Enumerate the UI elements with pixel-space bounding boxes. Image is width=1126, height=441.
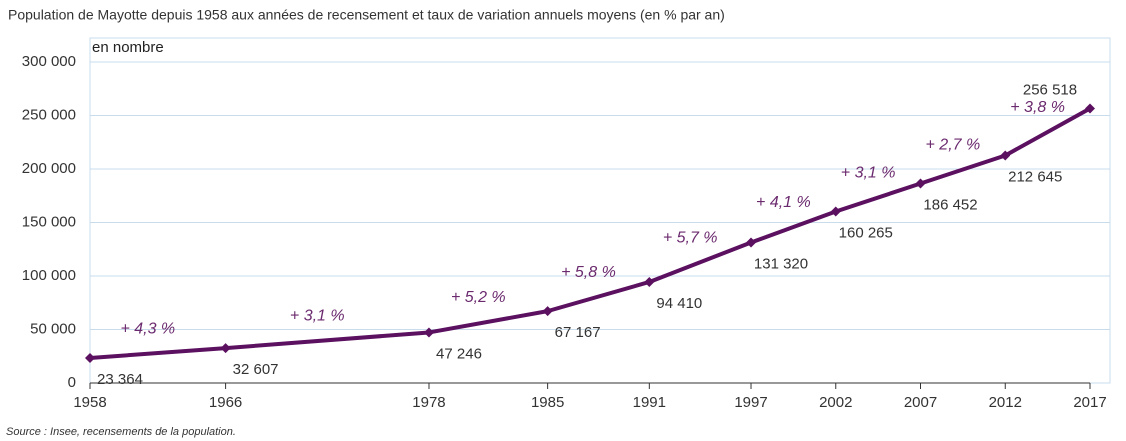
y-tick-label: 100 000 — [22, 267, 76, 284]
data-label: 67 167 — [555, 324, 601, 341]
rate-annotation: + 3,1 % — [290, 307, 345, 324]
data-label: 94 410 — [656, 295, 702, 312]
x-tick-label: 2017 — [1073, 394, 1106, 411]
line — [89, 106, 1091, 360]
rate-annotation: + 5,8 % — [561, 264, 616, 281]
x-tick-label: 1997 — [734, 394, 767, 411]
y-tick-label: 150 000 — [22, 213, 76, 230]
source-note: Source : Insee, recensements de la popul… — [6, 426, 236, 438]
rate-annotation: + 3,1 % — [841, 165, 896, 182]
rate-annotation: + 3,8 % — [1010, 99, 1065, 116]
marker — [915, 178, 926, 189]
data-label: 256 518 — [1023, 81, 1077, 98]
y-tick-label: 200 000 — [22, 160, 76, 177]
rate-annotation: + 2,7 % — [926, 137, 981, 154]
marker — [542, 306, 553, 317]
x-tick-label: 1985 — [531, 394, 564, 411]
y-tick-label: 0 — [68, 374, 76, 391]
x-tick-label: 1966 — [209, 394, 242, 411]
y-tick-label: 250 000 — [22, 106, 76, 123]
y-tick-label: 300 000 — [22, 53, 76, 70]
y-axis-label: en nombre — [92, 39, 164, 56]
x-tick-label: 1978 — [412, 394, 445, 411]
marker — [85, 353, 95, 364]
data-label: 131 320 — [754, 255, 808, 272]
marker — [220, 343, 231, 354]
rate-annotation: + 5,2 % — [451, 289, 506, 306]
chart-title: Population de Mayotte depuis 1958 aux an… — [8, 7, 725, 23]
rate-annotation: + 4,1 % — [756, 194, 811, 211]
marker — [746, 237, 757, 248]
rate-annotation: + 5,7 % — [663, 229, 718, 246]
x-tick-label: 1991 — [633, 394, 666, 411]
data-label: 160 265 — [839, 224, 893, 241]
x-tick-label: 2002 — [819, 394, 852, 411]
data-label: 186 452 — [923, 196, 977, 213]
marker — [423, 327, 434, 338]
marker — [1085, 103, 1095, 114]
data-label: 32 607 — [233, 361, 279, 378]
x-tick-label: 1958 — [73, 394, 106, 411]
data-label: 47 246 — [436, 345, 482, 362]
marker — [830, 206, 841, 217]
marker — [644, 276, 655, 287]
y-tick-label: 50 000 — [30, 320, 76, 337]
data-label: 212 645 — [1008, 168, 1062, 185]
x-tick-label: 2007 — [904, 394, 937, 411]
marker — [1000, 150, 1011, 161]
x-tick-label: 2012 — [989, 394, 1022, 411]
rate-annotation: + 4,3 % — [120, 320, 175, 337]
data-label: 23 364 — [97, 371, 143, 388]
